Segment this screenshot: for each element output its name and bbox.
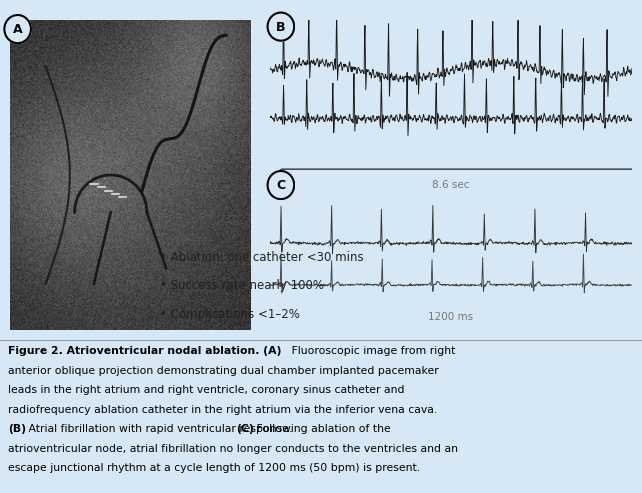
- Text: anterior oblique projection demonstrating dual chamber implanted pacemaker: anterior oblique projection demonstratin…: [8, 366, 438, 376]
- Text: • Complications <1–2%: • Complications <1–2%: [160, 308, 300, 321]
- Text: Following ablation of the: Following ablation of the: [253, 424, 391, 434]
- Text: atrioventricular node, atrial fibrillation no longer conducts to the ventricles : atrioventricular node, atrial fibrillati…: [8, 444, 458, 454]
- Circle shape: [268, 12, 294, 41]
- Text: C: C: [276, 179, 286, 192]
- Text: A: A: [13, 23, 22, 36]
- Text: 8.6 sec: 8.6 sec: [432, 180, 470, 190]
- Text: Figure 2. Atrioventricular nodal ablation. (A): Figure 2. Atrioventricular nodal ablatio…: [8, 346, 281, 356]
- Text: • Success rate nearly 100%: • Success rate nearly 100%: [160, 280, 324, 292]
- Circle shape: [4, 15, 31, 43]
- Text: escape junctional rhythm at a cycle length of 1200 ms (50 bpm) is present.: escape junctional rhythm at a cycle leng…: [8, 463, 420, 473]
- Text: B: B: [276, 21, 286, 34]
- Text: • Ablation: one catheter <30 mins: • Ablation: one catheter <30 mins: [160, 251, 364, 264]
- Text: (B): (B): [8, 424, 26, 434]
- Circle shape: [268, 171, 294, 199]
- Text: leads in the right atrium and right ventricle, coronary sinus catheter and: leads in the right atrium and right vent…: [8, 385, 404, 395]
- Text: Fluoroscopic image from right: Fluoroscopic image from right: [288, 346, 455, 356]
- Text: radiofrequency ablation catheter in the right atrium via the inferior vena cava.: radiofrequency ablation catheter in the …: [8, 405, 437, 415]
- Text: Atrial fibrillation with rapid ventricular response.: Atrial fibrillation with rapid ventricul…: [25, 424, 296, 434]
- Text: 1200 ms: 1200 ms: [428, 312, 474, 322]
- Text: (C): (C): [236, 424, 254, 434]
